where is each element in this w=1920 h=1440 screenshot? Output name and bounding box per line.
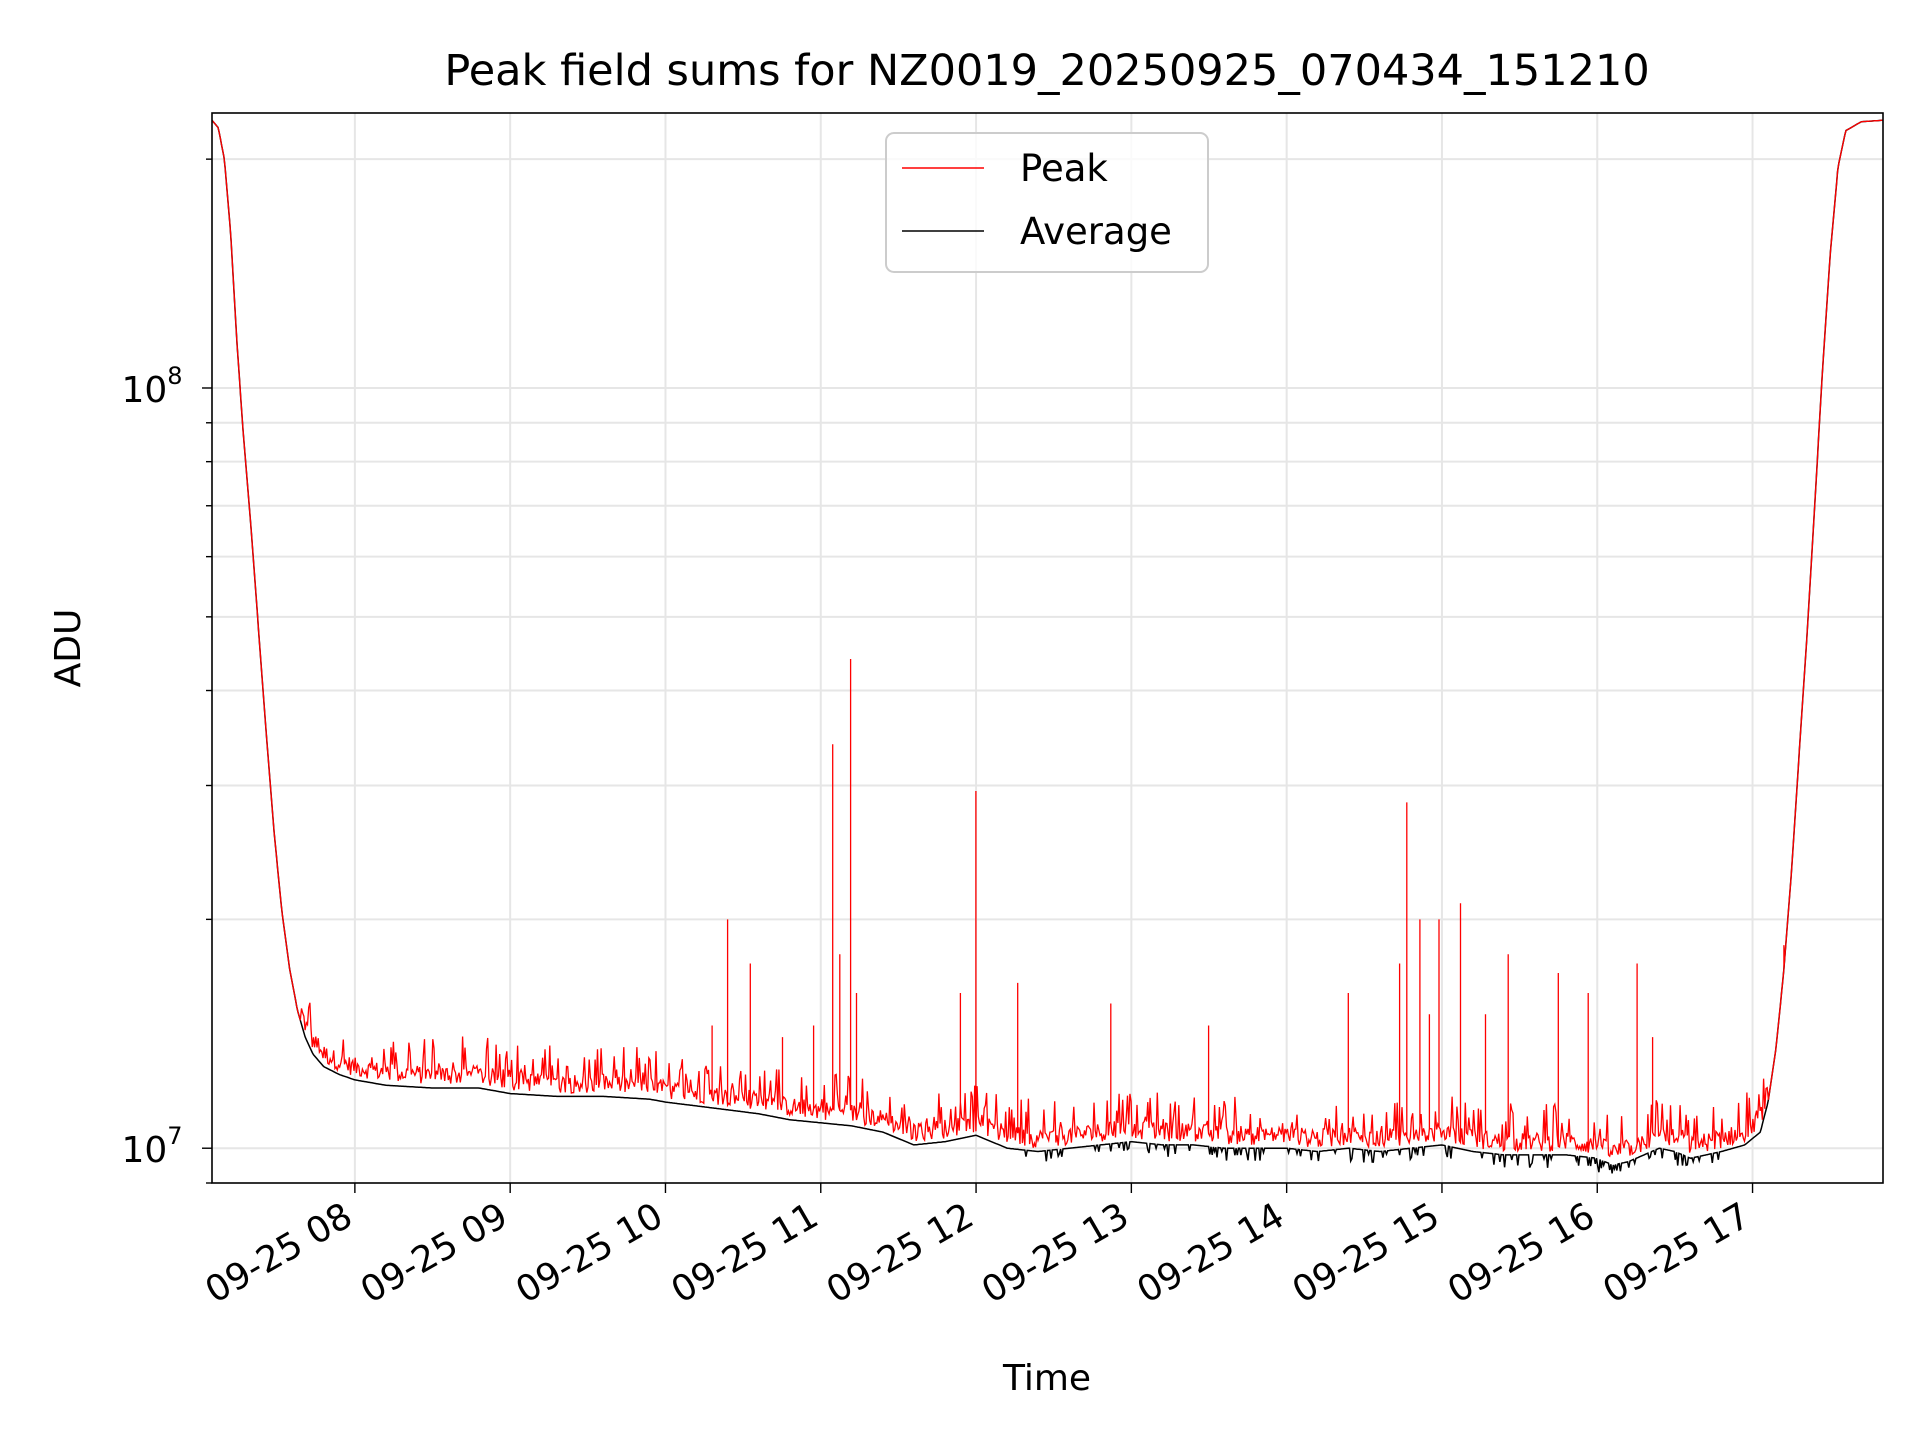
y-tick-exponent: 7 xyxy=(167,1122,182,1150)
average-series xyxy=(211,119,1883,1174)
plot-frame xyxy=(211,112,1884,1184)
peak-series xyxy=(211,119,1883,1158)
y-tick-base: 10 xyxy=(121,370,167,411)
peak-line xyxy=(211,119,1883,1158)
x-axis-label: Time xyxy=(1002,1358,1091,1399)
chart-title: Peak field sums for NZ0019_20250925_0704… xyxy=(444,46,1649,96)
y-tick-exponent: 8 xyxy=(167,362,182,390)
average-line xyxy=(211,119,1883,1174)
y-tick-label: 108 xyxy=(121,362,182,411)
legend-peak-label: Peak xyxy=(1020,147,1108,190)
legend-average-label: Average xyxy=(1020,210,1172,253)
y-tick-label: 107 xyxy=(121,1122,182,1171)
y-axis-label: ADU xyxy=(48,609,89,688)
legend: Peak Average xyxy=(885,132,1209,273)
y-tick-base: 10 xyxy=(121,1130,167,1171)
